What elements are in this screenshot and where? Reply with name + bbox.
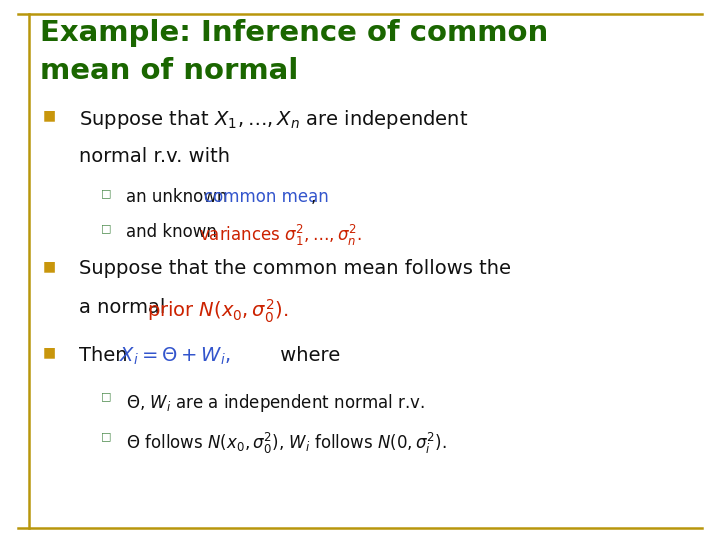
Text: where: where bbox=[274, 346, 340, 365]
Text: variances $\sigma_1^2, \ldots, \sigma_n^2$.: variances $\sigma_1^2, \ldots, \sigma_n^… bbox=[199, 223, 362, 248]
Text: □: □ bbox=[101, 431, 112, 441]
Text: and known: and known bbox=[126, 223, 222, 241]
Text: normal r.v. with: normal r.v. with bbox=[79, 147, 230, 166]
Text: prior $N(x_0, \sigma_0^2)$.: prior $N(x_0, \sigma_0^2)$. bbox=[147, 298, 288, 326]
Text: Suppose that the common mean follows the: Suppose that the common mean follows the bbox=[79, 259, 511, 278]
Text: an unknown: an unknown bbox=[126, 188, 233, 206]
Text: $X_i = \Theta + W_i,$: $X_i = \Theta + W_i,$ bbox=[119, 346, 230, 367]
Text: $\Theta$, $W_i$ are a independent normal r.v.: $\Theta$, $W_i$ are a independent normal… bbox=[126, 392, 425, 414]
Text: □: □ bbox=[101, 188, 112, 198]
Text: ■: ■ bbox=[43, 346, 56, 360]
Text: ■: ■ bbox=[43, 108, 56, 122]
Text: mean of normal: mean of normal bbox=[40, 57, 298, 85]
Text: $\Theta$ follows $N(x_0, \sigma_0^2)$, $W_i$ follows $N(0, \sigma_i^2)$.: $\Theta$ follows $N(x_0, \sigma_0^2)$, $… bbox=[126, 431, 446, 456]
Text: a normal: a normal bbox=[79, 298, 172, 317]
Text: ,: , bbox=[310, 188, 315, 206]
Text: Example: Inference of common: Example: Inference of common bbox=[40, 19, 548, 47]
Text: Suppose that $X_1, \ldots, X_n$ are independent: Suppose that $X_1, \ldots, X_n$ are inde… bbox=[79, 108, 469, 131]
Text: Then: Then bbox=[79, 346, 134, 365]
Text: ■: ■ bbox=[43, 259, 56, 273]
Text: □: □ bbox=[101, 392, 112, 402]
Text: common mean: common mean bbox=[204, 188, 328, 206]
Text: □: □ bbox=[101, 223, 112, 233]
